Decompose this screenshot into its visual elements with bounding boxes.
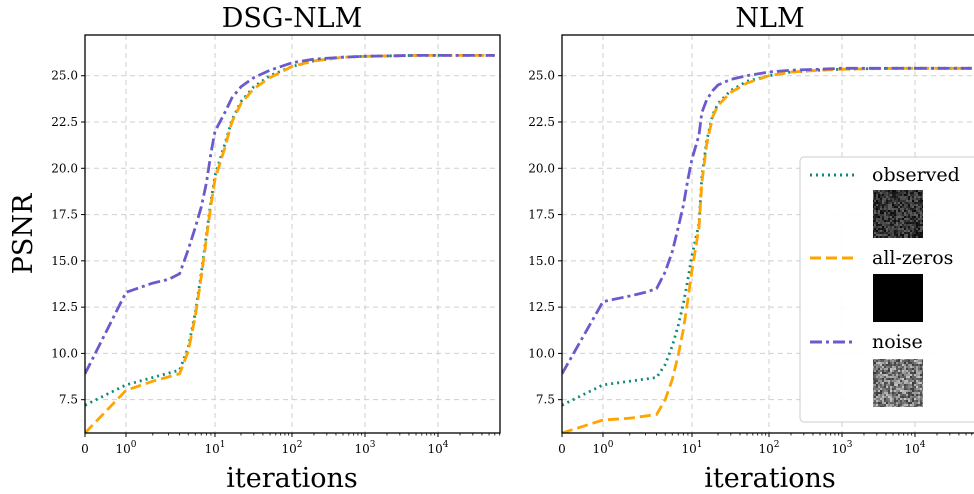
x-ticks: 0 100 101 102 103 104 — [558, 433, 973, 456]
series-line-all-zeros — [85, 54, 495, 433]
chart-title: NLM — [735, 3, 804, 34]
x-tick-label: 104 — [427, 440, 448, 456]
x-tick-label: 103 — [354, 440, 375, 456]
chart-panel-dsg-nlm: 7.5 10.0 12.5 15.0 17.5 20.0 22.5 25.0 0 100 101 1… — [8, 3, 501, 494]
x-tick-label: 0 — [81, 442, 89, 456]
legend-label-observed: observed — [872, 164, 960, 186]
series-line-all-zeros — [562, 66, 972, 433]
legend-thumbnail-observed — [873, 190, 923, 238]
x-tick-label: 100 — [115, 440, 136, 456]
series-line-observed — [85, 54, 495, 407]
y-tick-label: 15.0 — [51, 254, 78, 268]
y-tick-label: 25.0 — [51, 69, 78, 83]
y-tick-label: 22.5 — [51, 115, 78, 129]
legend-thumbnail-noise — [873, 359, 923, 407]
legend-label-noise: noise — [872, 331, 923, 353]
x-tick-label: 101 — [204, 440, 225, 456]
y-tick-label: 25.0 — [528, 69, 555, 83]
x-tick-label: 103 — [831, 440, 852, 456]
chart-title: DSG-NLM — [222, 3, 363, 34]
x-tick-label: 0 — [558, 442, 566, 456]
y-tick-label: 20.0 — [528, 161, 555, 175]
chart-panel-nlm: 7.5 10.0 12.5 15.0 17.5 20.0 22.5 25.0 0 100 101 1… — [528, 3, 974, 494]
x-tick-label: 102 — [758, 440, 779, 456]
x-tick-label: 104 — [904, 440, 925, 456]
x-ticks: 0 100 101 102 103 104 — [81, 433, 501, 456]
y-tick-label: 7.5 — [536, 393, 555, 407]
y-tick-label: 20.0 — [51, 161, 78, 175]
series-line-noise — [562, 66, 972, 375]
legend-label-all-zeros: all-zeros — [872, 247, 953, 269]
x-tick-label: 100 — [592, 440, 613, 456]
plot-frame — [561, 34, 974, 434]
x-axis-label: iterations — [226, 463, 357, 494]
y-axis-label: PSNR — [8, 193, 39, 274]
series-group — [562, 66, 972, 433]
y-tick-label: 10.0 — [528, 346, 555, 360]
y-tick-label: 10.0 — [51, 346, 78, 360]
series-group — [85, 54, 495, 433]
y-tick-label: 17.5 — [528, 208, 555, 222]
y-tick-label: 15.0 — [528, 254, 555, 268]
y-ticks: 7.5 10.0 12.5 15.0 17.5 20.0 22.5 25.0 — [51, 69, 85, 407]
x-tick-label: 102 — [281, 440, 302, 456]
y-tick-label: 7.5 — [59, 393, 78, 407]
y-tick-label: 12.5 — [528, 300, 555, 314]
y-tick-label: 17.5 — [51, 208, 78, 222]
x-axis-label: iterations — [704, 463, 835, 494]
y-tick-label: 22.5 — [528, 115, 555, 129]
legend: observed all-zeros noise — [799, 156, 974, 423]
y-ticks: 7.5 10.0 12.5 15.0 17.5 20.0 22.5 25.0 — [528, 69, 562, 407]
grid-lines — [85, 35, 500, 433]
x-tick-label: 101 — [681, 440, 702, 456]
legend-thumbnail-all-zeros — [873, 274, 923, 322]
series-line-noise — [85, 54, 495, 375]
y-tick-label: 12.5 — [51, 300, 78, 314]
